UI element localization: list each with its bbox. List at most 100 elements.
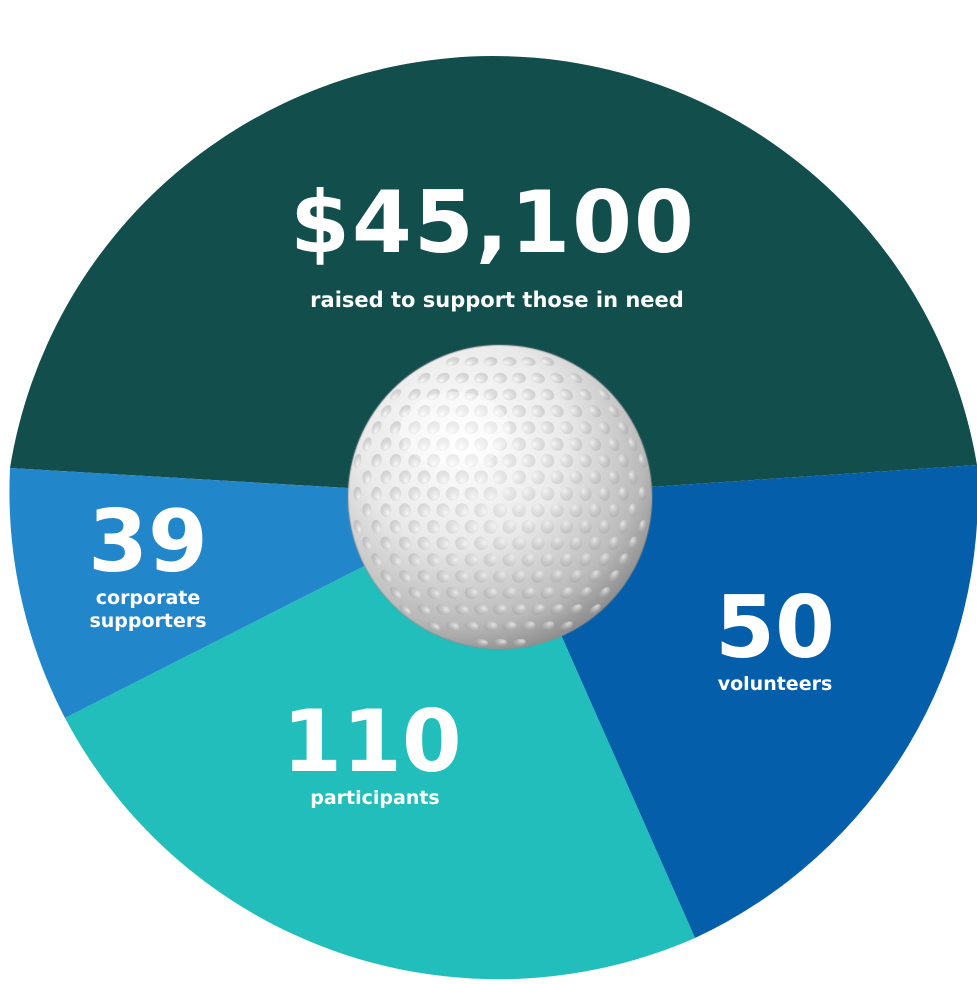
golf-ball-dimple — [474, 404, 488, 418]
golf-ball-dimple — [399, 437, 411, 451]
golf-ball-dimple — [638, 519, 647, 534]
golf-ball-dimple — [483, 519, 498, 534]
golf-ball-dimple — [417, 404, 431, 418]
golf-ball-dimple — [550, 604, 564, 615]
golf-ball-dimple — [502, 621, 517, 631]
golf-ball-dimple — [380, 470, 392, 485]
golf-ball-dimple — [608, 470, 620, 485]
volunteers-count: 50 — [715, 578, 835, 678]
golf-ball-dimple — [550, 404, 564, 418]
golf-ball-dimple — [445, 586, 460, 599]
golf-ball-dimple — [598, 553, 611, 567]
golf-ball-dimple — [353, 486, 362, 501]
golf-ball-dimple — [588, 503, 602, 518]
golf-ball-dimple — [531, 372, 545, 384]
golf-ball-dimple — [474, 372, 488, 384]
golf-ball-dimple — [417, 372, 431, 384]
golf-ball-dimple — [521, 519, 536, 534]
golf-ball-dimple — [445, 486, 460, 501]
golf-ball-dimple — [502, 486, 517, 501]
golf-ball-dimple — [598, 388, 611, 401]
golf-ball-dimple — [483, 453, 498, 468]
golf-ball-dimple — [540, 486, 555, 501]
golf-ball-dimple — [531, 437, 545, 451]
golf-ball-dimple — [531, 404, 545, 418]
participants-count: 110 — [282, 692, 462, 792]
golf-ball-dimple — [408, 453, 421, 468]
golf-ball-dimple — [579, 553, 592, 567]
supporters-count: 39 — [88, 492, 208, 592]
golf-ball-dimple — [483, 357, 498, 367]
golf-ball-dimple — [380, 536, 392, 551]
golf-ball-dimple — [389, 553, 402, 567]
golf-ball-dimple — [399, 470, 411, 485]
golf-ball-dimple — [426, 587, 441, 599]
golf-ball-dimple — [371, 453, 382, 468]
golf-ball-dimple — [579, 486, 592, 501]
golf-ball-dimple — [436, 470, 450, 485]
golf-ball-dimple — [569, 437, 583, 451]
golf-ball-dimple — [618, 553, 629, 567]
golf-ball-dimple — [608, 536, 620, 551]
golf-ball-dimple — [436, 404, 450, 418]
golf-ball-dimple — [540, 421, 555, 435]
golf-ball-dimple — [426, 421, 441, 435]
golf-ball-dimple — [399, 570, 411, 583]
golf-ball-dimple — [560, 621, 573, 631]
golf-ball-dimple — [589, 470, 601, 485]
golf-ball-dimple — [521, 421, 536, 435]
golf-ball-dimple — [493, 503, 507, 518]
golf-ball-dimple — [493, 437, 507, 451]
golf-ball-dimple — [608, 437, 620, 451]
golf-ball-dimple — [389, 486, 402, 501]
golf-ball-dimple — [353, 453, 362, 468]
golf-ball-dimple — [598, 519, 611, 534]
golf-ball-dimple — [455, 372, 469, 384]
golf-ball-dimple — [464, 486, 479, 501]
golf-ball-dimple — [628, 536, 638, 551]
golf-ball-dimple — [569, 536, 583, 551]
golf-ball-dimple — [455, 603, 469, 615]
golf-ball-dimple — [380, 405, 392, 418]
golf-ball-dimple — [521, 453, 536, 468]
golf-ball-dimple — [362, 437, 372, 451]
golf-ball-dimple — [427, 621, 440, 631]
golf-ball-dimple — [598, 486, 611, 501]
raised-amount: $45,100 — [290, 173, 696, 273]
segment-raised — [10, 56, 977, 497]
golf-ball-dimple — [389, 519, 402, 534]
golf-ball-dimple — [408, 421, 421, 435]
golf-ball-dimple — [521, 357, 536, 367]
golf-ball-dimple — [579, 388, 592, 401]
golf-ball-dimple — [436, 372, 450, 384]
golf-ball-dimple — [436, 604, 450, 615]
golf-ball-dimple — [436, 503, 450, 518]
golf-ball-dimple — [559, 587, 574, 599]
golf-ball-dimple — [550, 570, 564, 583]
golf-ball-dimple — [502, 388, 517, 401]
golf-ball-dimple — [569, 404, 583, 418]
golf-ball-dimple — [540, 519, 555, 534]
golf-ball-dimple — [474, 638, 488, 647]
golf-ball-dimple — [408, 587, 421, 599]
golf-ball-dimple — [464, 453, 479, 468]
golf-ball-dimple — [608, 405, 620, 418]
golf-ball-dimple — [579, 519, 592, 534]
golf-ball-dimple — [417, 536, 431, 551]
golf-ball-dimple — [502, 519, 517, 534]
golf-ball-dimple — [436, 570, 450, 583]
golf-ball-dimple — [569, 470, 583, 485]
golf-ball-dimple — [559, 421, 574, 435]
golf-ball-dimple — [531, 570, 545, 583]
golf-ball-dimple — [531, 470, 545, 485]
golf-ball-dimple — [408, 519, 421, 534]
golf-ball-dimple — [399, 536, 411, 551]
golf-ball-dimple — [417, 437, 431, 451]
raised-label: raised to support those in need — [310, 288, 684, 312]
golf-ball-dimple — [380, 570, 392, 583]
golf-ball-dimple — [540, 586, 555, 599]
golf-ball-dimple — [445, 357, 460, 366]
golf-ball-dimple — [493, 570, 507, 583]
golf-ball-dimple — [579, 587, 592, 599]
golf-ball-dimple — [493, 638, 507, 647]
